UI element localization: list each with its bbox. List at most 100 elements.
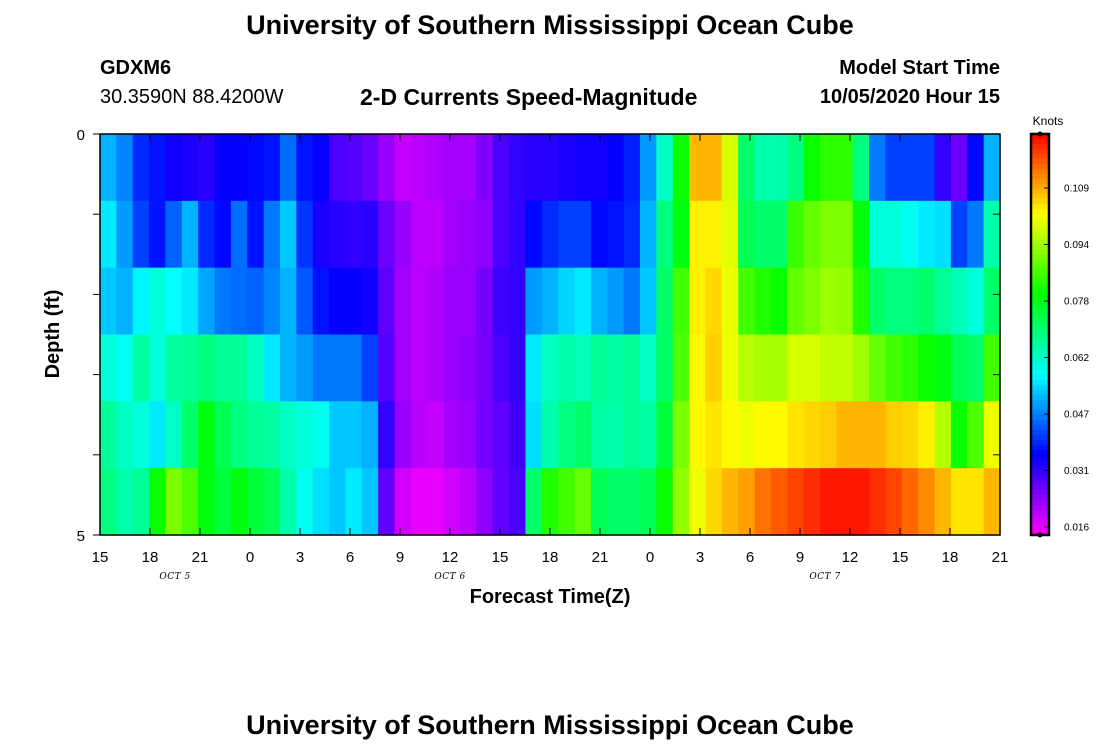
heatmap-cell [230,468,248,536]
heatmap-cell [230,200,248,269]
colorbar-stripe [1031,414,1049,421]
heatmap-cell [394,267,412,336]
colorbar-stripe [1031,234,1049,240]
heatmap-cell [541,267,559,336]
heatmap-cell [640,468,657,536]
heatmap-cell [934,401,952,469]
heatmap-cell [525,267,543,336]
colorbar-end-cap [1037,532,1043,538]
heatmap-cell [607,134,625,202]
colorbar-stripe [1031,339,1049,346]
heatmap-cell [901,200,919,269]
heatmap-cells [100,134,1001,536]
heatmap-cell [443,267,461,336]
heatmap-cell [689,334,707,402]
heatmap-cell [770,401,788,469]
heatmap-cell [754,401,772,469]
heatmap-cell [263,200,281,269]
heatmap-cell [329,267,347,336]
heatmap-cell [525,200,543,269]
heatmap-cell [721,267,739,336]
heatmap-cell [149,401,167,469]
heatmap-cell [247,267,265,336]
heatmap-cell [149,200,167,269]
heatmap-cell [721,468,739,536]
heatmap-cell [623,134,641,202]
heatmap-cell [280,134,297,202]
colorbar-title: Knots [1033,114,1064,128]
heatmap-cell [312,200,330,269]
heatmap-cell [836,267,854,336]
heatmap-cell [770,134,788,202]
heatmap-cell [247,401,265,469]
colorbar-stripe [1031,354,1049,361]
heatmap-cell [672,267,690,336]
heatmap-cell [640,334,657,402]
x-tick-label: 21 [192,549,209,566]
x-day-label: OCT 5 [159,572,190,582]
heatmap-cell [214,267,232,336]
heatmap-cell [460,200,477,269]
heatmap-cell [509,200,527,269]
heatmap-cell [770,200,788,269]
heatmap-cell [869,468,887,536]
heatmap-cell [460,134,477,202]
colorbar-stripe [1031,189,1049,195]
heatmap-cell [918,334,936,402]
heatmap-cell [181,468,199,536]
x-tick-label: 12 [442,549,459,566]
heatmap-cell [247,468,265,536]
heatmap-cell [214,134,232,202]
heatmap-cell [443,334,461,402]
heatmap-cell [394,200,412,269]
heatmap-cell [165,134,183,202]
x-tick-label: 9 [796,549,804,566]
heatmap-cell [558,200,576,269]
colorbar-stripe [1031,254,1049,260]
colorbar-stripe [1031,329,1049,336]
heatmap-cell [296,200,314,269]
heatmap-cell [394,134,412,202]
heatmap-cell [787,334,805,402]
heatmap-cell [492,200,510,269]
heatmap-cell [345,334,363,402]
colorbar-stripe [1031,239,1049,245]
colorbar-stripe [1031,364,1049,371]
x-tick-label: 6 [746,549,754,566]
heatmap-cell [983,468,1001,536]
colorbar-stripe [1031,514,1049,521]
colorbar-stripe [1031,344,1049,351]
heatmap-cell [738,200,756,269]
colorbar-stripe [1031,504,1049,511]
heatmap-cell [672,200,690,269]
heatmap-cell [198,468,216,536]
heatmap-cell [705,134,723,202]
heatmap-cell [361,468,379,536]
heatmap-cell [607,267,625,336]
colorbar-stripe [1031,324,1049,331]
heatmap-cell [705,334,723,402]
heatmap-cell [329,334,347,402]
heatmap-cell [100,334,117,402]
colorbar-tick-label: 0.016 [1064,523,1089,534]
heatmap-cell [181,334,199,402]
heatmap-cell [378,200,396,269]
x-tick-label: 0 [246,549,254,566]
heatmap-cell [590,200,608,269]
station-coords: 30.3590N 88.4200W [100,86,284,108]
heatmap-cell [378,134,396,202]
heatmap-cell [656,401,674,469]
model-start-value: 10/05/2020 Hour 15 [819,86,1000,108]
colorbar-stripe [1031,184,1049,190]
colorbar-stripe [1031,294,1049,301]
x-tick-label: 18 [142,549,159,566]
heatmap-cell [689,468,707,536]
model-start-label: Model Start Time [839,57,1000,79]
colorbar-stripe [1031,244,1049,250]
heatmap-cell [410,468,428,536]
heatmap-cell [967,200,985,269]
x-tick-label: 15 [92,549,109,566]
heatmap-cell [950,134,968,202]
heatmap-cell [623,468,641,536]
colorbar-stripe [1031,389,1049,396]
